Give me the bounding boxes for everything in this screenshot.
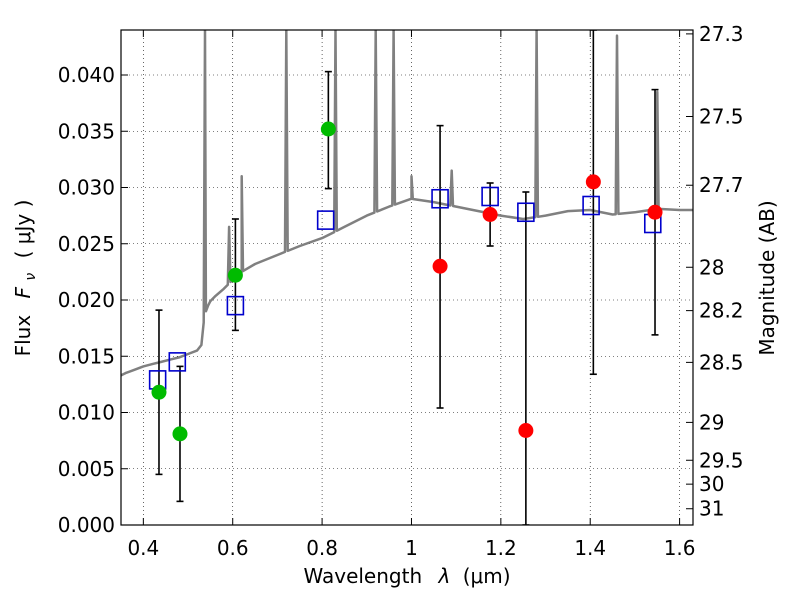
- y-axis-title-subscript: ν: [23, 273, 39, 281]
- green-point: [172, 426, 188, 442]
- y-axis-title: Flux F ν ( μJy ): [11, 200, 40, 357]
- y-tick-label: 0.035: [58, 119, 115, 143]
- y-axis-title-symbol: F: [11, 286, 35, 298]
- ticks: 0.4 0.6 0.8 1 1.2 1.4 1.6 0.000 0.005 0.010 0.015 0…: [58, 22, 744, 560]
- red-point: [585, 174, 601, 190]
- y2-tick-label: 28.2: [699, 299, 744, 323]
- y2-tick-label: 28.5: [699, 350, 744, 374]
- red-point: [518, 423, 534, 438]
- plot-area: [121, 30, 693, 525]
- y2-tick-label: 27.7: [699, 173, 744, 197]
- x-tick-label: 1: [405, 536, 418, 560]
- y-tick-label: 0.020: [58, 288, 115, 312]
- x-tick-label: 1.4: [574, 536, 606, 560]
- error-bar: [589, 30, 597, 376]
- model-square: [316, 210, 335, 230]
- x-axis-title-text: Wavelength: [303, 564, 422, 588]
- x-tick-label: 0.4: [127, 536, 159, 560]
- y2-tick-label: 29: [699, 410, 724, 434]
- model-square: [582, 195, 600, 216]
- x-tick-label: 0.6: [217, 536, 249, 560]
- red-point: [647, 204, 663, 220]
- y-axis-title-unit: ( μJy ): [11, 200, 35, 259]
- x-axis-title-symbol: λ: [438, 564, 451, 588]
- y2-tick-label: 28: [699, 255, 724, 279]
- green-point: [151, 384, 167, 400]
- x-axis-title-unit: (μm): [463, 564, 511, 588]
- y-axis-title-text: Flux: [11, 315, 35, 357]
- x-tick-label: 0.8: [306, 536, 338, 560]
- y2-tick-label: 31: [699, 497, 724, 521]
- model-square: [431, 188, 449, 209]
- y-tick-label: 0.015: [58, 344, 115, 368]
- y-tick-label: 0.005: [58, 457, 115, 481]
- x-tick-label: 1.2: [485, 536, 517, 560]
- error-bar: [522, 191, 530, 525]
- model-square: [168, 352, 187, 372]
- y-tick-label: 0.010: [58, 401, 115, 425]
- y-tick-label: 0.025: [58, 232, 115, 256]
- y-tick-label: 0.000: [58, 513, 115, 537]
- model-square: [226, 295, 245, 316]
- x-axis-title: Wavelength λ (μm): [303, 564, 510, 588]
- x-tick-label: 1.6: [664, 536, 696, 560]
- y2-tick-label: 27.3: [699, 22, 744, 46]
- green-point: [320, 121, 336, 137]
- model-square: [481, 186, 499, 207]
- y-tick-label: 0.030: [58, 176, 115, 200]
- red-point: [432, 258, 448, 274]
- red-point: [482, 207, 498, 222]
- y2-axis-title: Magnitude (AB): [755, 200, 779, 355]
- spectrum-line: [121, 30, 693, 377]
- plot-frame: [120, 29, 694, 526]
- model-square: [517, 202, 535, 223]
- y2-tick-label: 29.5: [699, 448, 744, 472]
- y2-tick-label: 27.5: [699, 105, 744, 129]
- green-point: [227, 267, 243, 283]
- y-tick-label: 0.040: [58, 63, 115, 87]
- y2-tick-label: 30: [699, 472, 724, 496]
